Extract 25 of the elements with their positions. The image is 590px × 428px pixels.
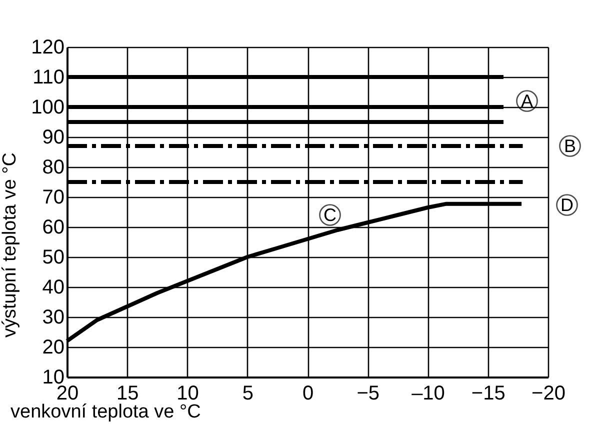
x-tick-label: 10 — [176, 382, 199, 404]
y-tick-label: 110 — [32, 66, 64, 88]
y-tick-label: 40 — [42, 276, 64, 298]
x-tick-label: –10 — [412, 382, 445, 404]
x-tick-label: 5 — [242, 382, 254, 404]
y-tick-label: 100 — [31, 96, 64, 118]
x-tick-label: −5 — [356, 382, 380, 404]
annotation: C — [324, 205, 336, 225]
y-tick-label: 80 — [42, 156, 64, 178]
annotation: A — [520, 91, 534, 111]
x-tick-label: 15 — [116, 382, 139, 404]
x-axis-title: venkovní teplota ve °C — [10, 402, 201, 422]
y-tick-label: 50 — [42, 246, 64, 268]
y-tick-label: 30 — [42, 306, 64, 328]
y-tick-label: 60 — [42, 216, 64, 238]
y-tick-label: 90 — [42, 126, 64, 148]
text: B — [564, 136, 576, 156]
y-axis-title: výstupní teplota ve °C — [0, 152, 20, 338]
y-tick-label: 20 — [42, 336, 64, 358]
text: D — [560, 195, 574, 215]
y-tick-label: 70 — [42, 186, 64, 208]
x-tick-label: 0 — [302, 382, 314, 404]
x-tick-label: −15 — [471, 382, 506, 404]
y-tick-label: 120 — [31, 36, 64, 58]
x-tick-label: −20 — [532, 382, 566, 404]
